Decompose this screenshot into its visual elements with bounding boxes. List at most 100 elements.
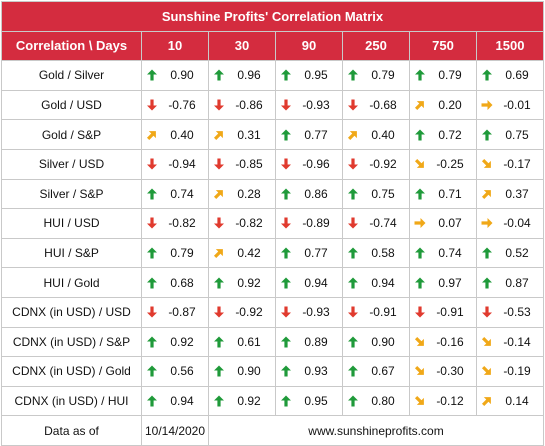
header-days-750: 750 xyxy=(409,30,477,62)
header-days-10: 10 xyxy=(141,30,209,62)
arrow-down-right-icon xyxy=(410,395,430,407)
correlation-value: -0.89 xyxy=(302,216,330,231)
correlation-cell: 0.72 xyxy=(409,119,477,150)
correlation-cell: -0.96 xyxy=(275,148,343,180)
correlation-value: 0.94 xyxy=(304,275,328,290)
correlation-cell: 0.95 xyxy=(275,385,343,417)
correlation-cell: -0.14 xyxy=(476,326,544,358)
footer-label: Data as of xyxy=(1,415,142,446)
arrow-down-icon xyxy=(276,158,296,170)
correlation-cell: -0.19 xyxy=(476,356,544,387)
correlation-cell: 0.79 xyxy=(141,237,209,269)
correlation-value: 0.75 xyxy=(505,127,529,142)
arrow-up-icon xyxy=(410,247,430,259)
correlation-value: -0.30 xyxy=(436,364,464,379)
table-row: CDNX (in USD) / USD -0.87 -0.92 -0.93 -0.91 -… xyxy=(1,296,544,328)
correlation-value: 0.56 xyxy=(170,364,194,379)
correlation-cell: 0.61 xyxy=(208,326,276,358)
correlation-value: 0.74 xyxy=(170,186,194,201)
arrow-right-icon xyxy=(410,217,430,229)
correlation-cell: 0.37 xyxy=(476,178,544,210)
correlation-value: -0.53 xyxy=(503,305,531,320)
arrow-up-right-icon xyxy=(477,188,497,200)
correlation-cell: 0.67 xyxy=(342,356,410,387)
correlation-cell: -0.89 xyxy=(275,208,343,239)
row-label: Gold / USD xyxy=(1,89,142,121)
arrow-up-icon xyxy=(343,277,363,289)
correlation-value: 0.37 xyxy=(505,186,529,201)
correlation-value: 0.95 xyxy=(304,394,328,409)
correlation-value: 0.61 xyxy=(237,334,261,349)
correlation-value: -0.93 xyxy=(302,98,330,113)
row-label: Gold / Silver xyxy=(1,60,142,91)
correlation-cell: 0.93 xyxy=(275,356,343,387)
correlation-value: 0.14 xyxy=(505,394,529,409)
arrow-up-icon xyxy=(142,336,162,348)
correlation-value: 0.94 xyxy=(371,275,395,290)
correlation-value: 0.86 xyxy=(304,186,328,201)
correlation-cell: -0.86 xyxy=(208,89,276,121)
correlation-value: 0.92 xyxy=(170,334,194,349)
header-days-90: 90 xyxy=(275,30,343,62)
correlation-cell: 0.89 xyxy=(275,326,343,358)
correlation-value: 0.42 xyxy=(237,246,261,261)
correlation-cell: 0.07 xyxy=(409,208,477,239)
arrow-down-icon xyxy=(343,217,363,229)
table-row: Gold / Silver 0.90 0.96 0.95 0.79 0.79 0.69 xyxy=(1,60,544,91)
row-label: Gold / S&P xyxy=(1,119,142,150)
correlation-value: 0.72 xyxy=(438,127,462,142)
arrow-up-icon xyxy=(276,395,296,407)
arrow-up-icon xyxy=(209,336,229,348)
arrow-up-right-icon xyxy=(209,129,229,141)
correlation-cell: -0.16 xyxy=(409,326,477,358)
arrow-up-icon xyxy=(209,277,229,289)
header-label: Correlation \ Days xyxy=(1,30,142,62)
arrow-up-icon xyxy=(276,336,296,348)
table-row: Silver / S&P 0.74 0.28 0.86 0.75 0.71 0.37 xyxy=(1,178,544,210)
correlation-cell: 0.74 xyxy=(409,237,477,269)
correlation-value: -0.93 xyxy=(302,305,330,320)
row-label: HUI / USD xyxy=(1,208,142,239)
correlation-cell: 0.31 xyxy=(208,119,276,150)
arrow-up-icon xyxy=(142,247,162,259)
arrow-down-icon xyxy=(142,99,162,111)
correlation-value: 0.94 xyxy=(170,394,194,409)
correlation-cell: 0.95 xyxy=(275,60,343,91)
correlation-value: -0.74 xyxy=(369,216,397,231)
arrow-up-right-icon xyxy=(209,188,229,200)
arrow-right-icon xyxy=(477,217,497,229)
correlation-cell: -0.94 xyxy=(141,148,209,180)
arrow-up-icon xyxy=(410,69,430,81)
correlation-cell: -0.68 xyxy=(342,89,410,121)
arrow-up-icon xyxy=(276,129,296,141)
arrow-up-right-icon xyxy=(142,129,162,141)
correlation-cell: 0.77 xyxy=(275,119,343,150)
correlation-cell: -0.25 xyxy=(409,148,477,180)
row-label: CDNX (in USD) / USD xyxy=(1,296,142,328)
correlation-cell: -0.04 xyxy=(476,208,544,239)
correlation-cell: 0.90 xyxy=(141,60,209,91)
correlation-cell: -0.93 xyxy=(275,296,343,328)
correlation-cell: 0.90 xyxy=(342,326,410,358)
correlation-cell: 0.79 xyxy=(409,60,477,91)
correlation-value: 0.90 xyxy=(170,68,194,83)
header-days-250: 250 xyxy=(342,30,410,62)
row-label: HUI / Gold xyxy=(1,267,142,298)
arrow-down-right-icon xyxy=(410,158,430,170)
correlation-cell: 0.14 xyxy=(476,385,544,417)
correlation-value: -0.01 xyxy=(503,98,531,113)
arrow-up-icon xyxy=(343,247,363,259)
row-label: Silver / USD xyxy=(1,148,142,180)
correlation-cell: 0.94 xyxy=(141,385,209,417)
correlation-value: 0.79 xyxy=(170,246,194,261)
correlation-value: 0.90 xyxy=(371,334,395,349)
correlation-cell: -0.93 xyxy=(275,89,343,121)
correlation-cell: 0.69 xyxy=(476,60,544,91)
correlation-value: 0.77 xyxy=(304,127,328,142)
correlation-value: -0.82 xyxy=(168,216,196,231)
correlation-cell: 0.77 xyxy=(275,237,343,269)
arrow-up-icon xyxy=(477,247,497,259)
arrow-up-icon xyxy=(477,277,497,289)
arrow-up-icon xyxy=(343,188,363,200)
